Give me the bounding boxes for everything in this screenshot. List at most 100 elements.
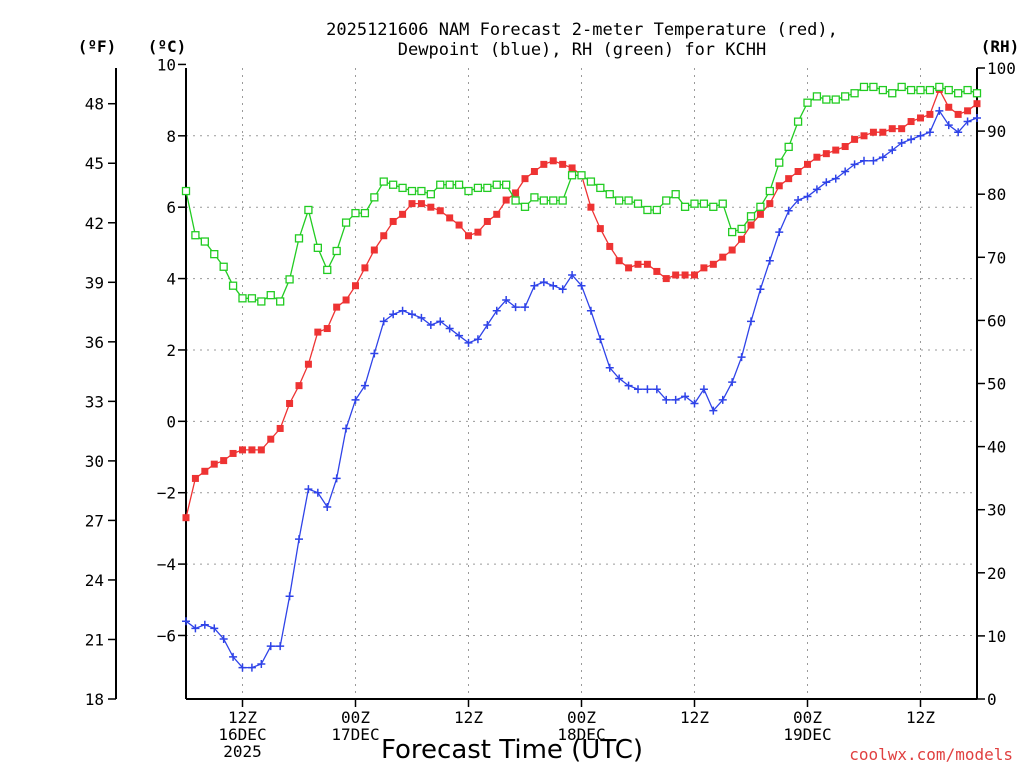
dewpoint-point [803,192,812,201]
dewpoint-point [389,310,398,319]
fahrenheit-tick-label: 45 [85,154,104,173]
rh-tick-label: 20 [987,564,1006,583]
rh-point [954,89,963,98]
temperature-point [549,157,557,165]
rh-point [671,190,680,199]
rh-point [793,117,803,126]
rh-point [313,243,322,252]
dewpoint-point [511,303,520,312]
time-tick-label: 00Z [567,708,596,727]
rh-tick-label: 30 [987,501,1006,520]
time-tick-label: 12Z [228,708,257,727]
rh-point [464,186,473,196]
dewpoint-point [238,663,247,672]
rh-point [238,294,247,303]
temperature-point [493,210,501,218]
rh-point [803,98,812,107]
temperature-point [898,125,906,133]
time-tick-label: 12Z [454,708,483,727]
dewpoint-point [615,374,624,383]
rh-tick-label: 70 [987,248,1006,267]
rh-point [398,183,407,193]
rh-point [567,171,577,180]
celsius-tick-label: 0 [166,412,176,431]
temperature-point [653,267,661,275]
dewpoint-point [351,395,360,404]
dewpoint-point [408,310,416,319]
temperature-point [681,271,689,279]
temperature-point [521,175,529,183]
rh-point [492,180,501,189]
rh-point [341,218,351,227]
fahrenheit-unit-label: (ºF) [78,37,117,56]
rh-point [417,186,426,196]
grid-lines [186,68,977,699]
temperature-point [540,160,548,168]
temperature-point [869,128,877,136]
temperature-point [446,214,454,222]
rh-point [407,186,417,196]
temperature-point [766,200,774,208]
dewpoint-point [681,392,690,401]
dewpoint-point [925,128,934,137]
rh-unit-label: (RH) [981,37,1020,56]
temperature-point [964,107,972,115]
temperature-point [191,474,199,482]
chart-title: 2025121606 NAM Forecast 2-meter Temperat… [326,20,838,60]
rh-point [831,95,840,104]
temperature-point [888,125,896,133]
rh-point [906,85,916,95]
dewpoint-point [436,317,445,326]
rh-point [812,92,822,101]
rh-point [389,180,398,189]
temperature-point [248,446,256,454]
temperature-point [662,275,670,283]
temperature-point [182,514,190,522]
dewpoint-point [417,313,426,322]
dewpoint-point [954,128,963,137]
dewpoint-point [558,285,567,294]
fahrenheit-tick-label: 42 [85,214,104,233]
temperature-point [804,160,811,168]
rh-point [690,199,699,208]
temperature-point [220,457,228,465]
celsius-tick-label: −4 [157,555,176,574]
fahrenheit-tick-label: 18 [85,690,104,709]
rh-point [662,196,671,205]
dewpoint-point [775,228,784,237]
rh-point [624,196,633,205]
dewpoint-point [455,331,464,340]
dewpoint-point [577,281,586,290]
temperature-point [465,232,472,240]
rh-point [285,275,294,284]
rh-point [878,85,887,95]
time-tick-label: 00Z [793,708,822,727]
temperature-point [700,264,708,272]
temperature-point [267,435,275,443]
dewpoint-point [765,256,774,265]
temperature-point [917,114,924,122]
dewpoint-point [398,306,407,315]
dewpoint-point [313,488,322,497]
rh-tick-label: 80 [987,185,1006,204]
temperature-point [483,217,491,225]
rh-point [586,177,596,186]
rh-point [699,199,709,208]
temperature-point [728,246,736,254]
fahrenheit-tick-label: 33 [85,392,104,411]
temperature-point [389,217,397,225]
chart-title-line-2: Dewpoint (blue), RH (green) for KCHH [398,40,766,60]
dewpoint-point [492,306,501,315]
rh-point [549,196,558,205]
dewpoint-point [812,185,821,194]
dewpoint-point [360,381,369,390]
dewpoint-point [586,306,595,315]
rh-point [859,82,869,92]
rh-point [718,199,727,208]
temperature-point [257,446,265,454]
temperature-point [304,360,312,368]
dewpoint-point [634,385,642,394]
temperature-point [417,200,425,208]
temperature-point [229,449,237,457]
